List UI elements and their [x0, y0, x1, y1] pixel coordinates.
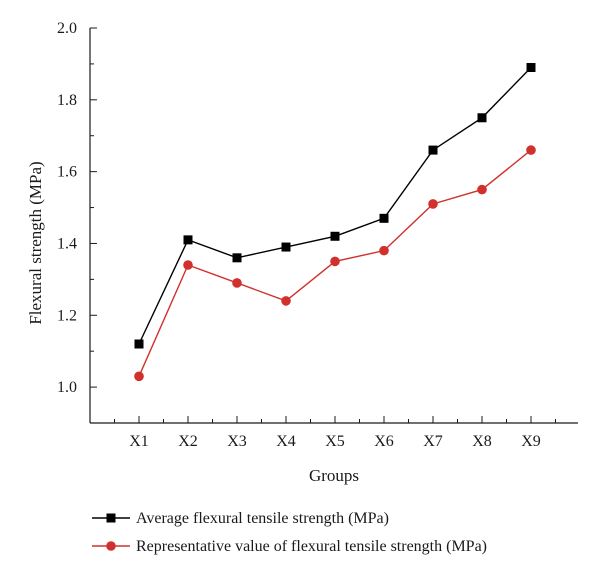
legend-square-marker — [106, 513, 116, 523]
legend-circle-marker — [106, 541, 116, 551]
legend-item: Representative value of flexural tensile… — [92, 538, 487, 555]
series-1 — [134, 63, 536, 349]
series-layer — [134, 63, 536, 382]
x-tick-label: X9 — [521, 433, 541, 450]
x-tick-label: X4 — [276, 433, 296, 450]
data-point — [379, 213, 389, 223]
legend-label: Representative value of flexural tensile… — [136, 538, 487, 555]
y-tick-label: 1.6 — [57, 164, 77, 181]
data-point — [526, 63, 536, 72]
x-tick-label: X2 — [178, 433, 198, 450]
data-point — [428, 145, 438, 155]
y-ticks: 1.0 1.2 1.4 1.6 1.8 2.0 — [57, 20, 97, 424]
data-point — [281, 242, 291, 252]
legend-label: Average flexural tensile strength (MPa) — [136, 510, 389, 527]
y-axis-title: Flexural strength (MPa) — [26, 161, 45, 324]
y-tick-label: 1.4 — [57, 235, 77, 252]
data-point — [183, 235, 193, 245]
data-point — [330, 231, 340, 241]
x-tick-label: X8 — [472, 433, 492, 450]
series-line — [138, 67, 532, 345]
data-point — [330, 256, 340, 267]
legend: Average flexural tensile strength (MPa) R… — [92, 510, 487, 555]
data-point — [232, 278, 242, 288]
y-tick-label: 2.0 — [57, 20, 77, 37]
x-tick-label: X3 — [227, 433, 247, 450]
data-point — [526, 145, 536, 155]
x-tick-label: X7 — [423, 433, 443, 450]
y-tick-label: 1.0 — [57, 379, 77, 396]
series-2 — [134, 145, 536, 382]
data-point — [134, 371, 144, 382]
x-tick-label: X1 — [129, 433, 149, 450]
x-tick-label: X6 — [374, 433, 394, 450]
data-point — [183, 260, 193, 270]
data-point — [232, 253, 242, 263]
legend-item: Average flexural tensile strength (MPa) — [92, 510, 389, 527]
x-axis-title: Groups — [309, 466, 359, 485]
data-point — [379, 245, 389, 256]
data-point — [428, 199, 438, 209]
axes — [89, 28, 578, 424]
x-ticks: X1 X2 X3 X4 X5 X6 X7 X8 X9 — [114, 416, 556, 450]
y-tick-label: 1.8 — [57, 92, 77, 109]
x-tick-label: X5 — [325, 433, 345, 450]
y-tick-label: 1.2 — [57, 307, 77, 324]
data-point — [134, 339, 144, 349]
data-point — [477, 184, 487, 195]
data-point — [477, 113, 487, 123]
data-point — [281, 296, 291, 306]
